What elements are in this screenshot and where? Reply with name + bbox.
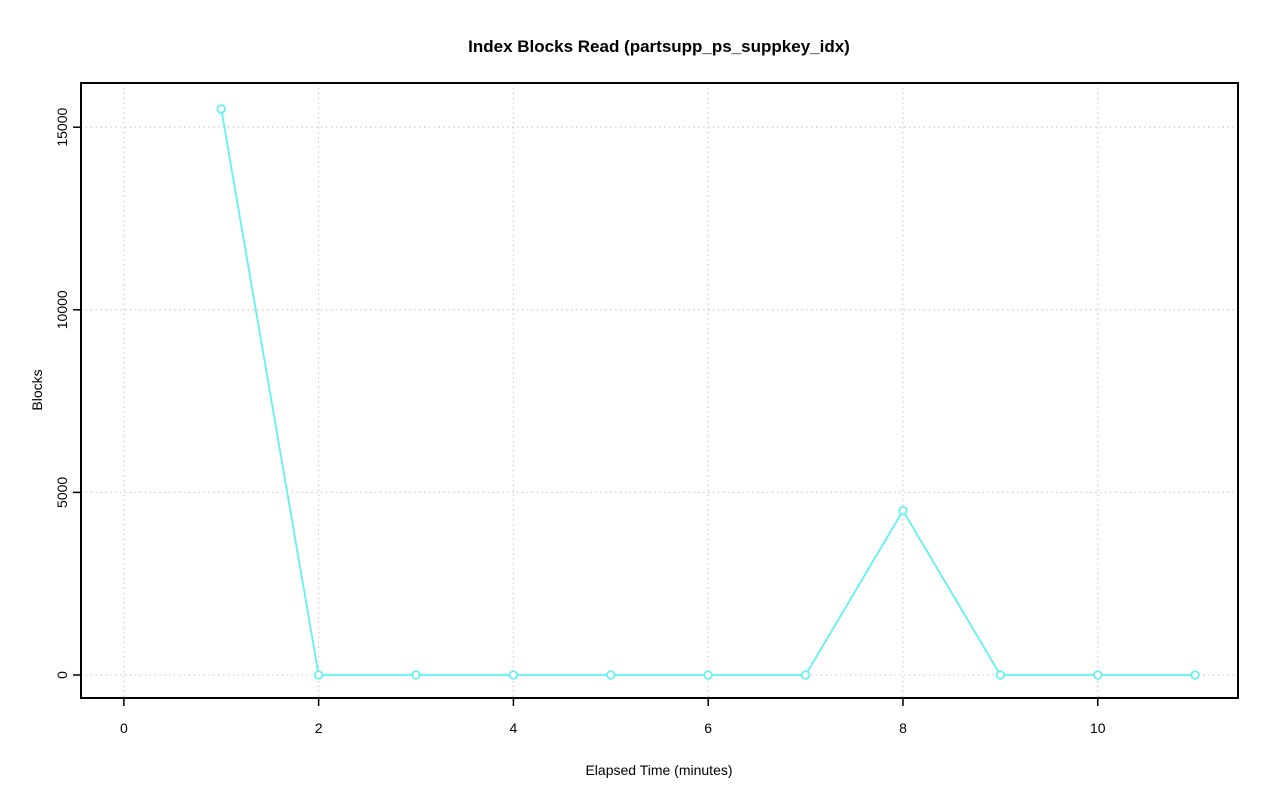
- data-point-marker: [216, 104, 226, 114]
- series-layer: [216, 104, 1200, 680]
- data-point-marker: [995, 670, 1006, 680]
- data-point-marker: [1093, 670, 1103, 680]
- x-tick-label: 4: [510, 720, 518, 736]
- x-tick-label: 6: [704, 720, 712, 736]
- data-point-marker: [313, 670, 324, 680]
- data-point-marker: [508, 670, 519, 680]
- data-point-marker: [606, 670, 616, 680]
- y-tick-label: 10000: [54, 290, 70, 329]
- y-tick-label: 0: [54, 671, 70, 679]
- y-tick-label: 5000: [54, 477, 70, 508]
- y-axis-label: Blocks: [29, 369, 45, 410]
- x-tick-label: 10: [1090, 720, 1106, 736]
- x-tick-label: 0: [120, 720, 128, 736]
- data-point-marker: [411, 670, 421, 680]
- data-point-marker: [703, 670, 713, 680]
- x-tick-label: 8: [899, 720, 907, 736]
- data-point-marker: [898, 506, 908, 516]
- y-tick-label: 15000: [54, 108, 70, 147]
- x-tick-label: 2: [315, 720, 323, 736]
- axis-layer: 0 2 4 6 8 10 0 5000 10000 15000: [54, 82, 1239, 736]
- grid-layer: [81, 83, 1238, 698]
- data-point-marker: [1190, 670, 1200, 680]
- x-axis-label: Elapsed Time (minutes): [585, 762, 732, 778]
- chart-title: Index Blocks Read (partsupp_ps_suppkey_i…: [468, 37, 850, 56]
- data-point-marker: [800, 670, 811, 680]
- plot-border: [80, 82, 1239, 699]
